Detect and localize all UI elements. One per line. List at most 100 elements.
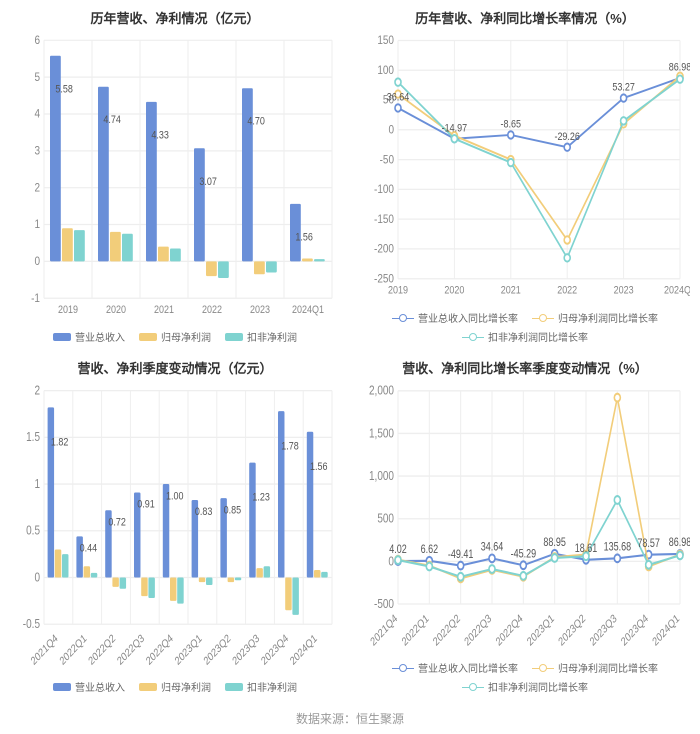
legend-swatch [225,683,243,691]
charts-grid: 历年营收、净利情况（亿元） -1012345620192020202120222… [0,0,700,700]
svg-text:-200: -200 [374,243,394,256]
legend-swatch [139,333,157,341]
svg-text:6.62: 6.62 [421,544,439,556]
svg-text:1.00: 1.00 [166,490,184,502]
svg-text:2023Q2: 2023Q2 [202,632,233,668]
svg-text:1.56: 1.56 [310,461,328,473]
legend-line-icon [532,663,554,673]
legend-item: 扣非净利润 [225,679,297,694]
svg-text:2023: 2023 [250,304,270,316]
svg-text:2022Q2: 2022Q2 [432,613,463,649]
svg-text:500: 500 [377,513,394,526]
legend-item: 归母净利润 [139,329,211,344]
svg-text:86.98: 86.98 [669,537,690,549]
svg-text:0.85: 0.85 [224,504,242,516]
svg-text:2022Q3: 2022Q3 [116,632,147,668]
svg-text:2022: 2022 [202,304,222,316]
svg-text:1,000: 1,000 [369,470,394,483]
legend-label: 扣非净利润同比增长率 [488,329,588,344]
svg-text:36.64: 36.64 [387,92,410,104]
svg-text:2021: 2021 [501,285,521,297]
svg-text:-0.5: -0.5 [23,618,40,631]
svg-text:-29.26: -29.26 [554,131,580,143]
svg-text:2019: 2019 [388,285,408,297]
svg-text:4.74: 4.74 [103,114,121,126]
legend-label: 营业总收入同比增长率 [418,660,518,675]
legend-item: 营业总收入 [53,679,125,694]
svg-text:0.72: 0.72 [108,517,126,529]
svg-text:2023: 2023 [614,285,634,297]
panel-tr-legend: 营业总收入同比增长率 归母净利润同比增长率扣非净利润同比增长率 [360,306,690,346]
svg-text:0: 0 [388,555,394,568]
legend-line-icon [532,313,554,323]
svg-text:3: 3 [34,145,40,158]
svg-text:135.68: 135.68 [604,542,632,554]
legend-swatch [139,683,157,691]
svg-text:-49.41: -49.41 [448,549,474,561]
legend-item: 营业总收入同比增长率 [392,310,518,325]
legend-item: 扣非净利润同比增长率 [462,329,588,344]
svg-text:0: 0 [34,571,40,584]
svg-text:0.5: 0.5 [26,525,40,538]
legend-item: 扣非净利润 [225,329,297,344]
svg-text:2024Q1: 2024Q1 [292,304,324,316]
svg-text:4.02: 4.02 [389,544,407,556]
svg-text:-250: -250 [374,273,394,286]
legend-item: 归母净利润 [139,679,211,694]
svg-text:-50: -50 [380,153,394,166]
svg-text:18.61: 18.61 [575,543,598,555]
svg-text:-150: -150 [374,213,394,226]
svg-text:78.57: 78.57 [637,538,660,550]
svg-text:2023Q3: 2023Q3 [588,613,619,649]
legend-line-icon [392,313,414,323]
svg-text:1.5: 1.5 [26,431,40,444]
svg-text:0: 0 [388,124,394,137]
svg-text:2022Q1: 2022Q1 [400,613,431,649]
svg-text:3.07: 3.07 [199,176,217,188]
svg-text:2022Q2: 2022Q2 [87,632,118,668]
svg-text:34.64: 34.64 [481,542,504,554]
svg-text:2: 2 [34,182,40,195]
svg-text:2024Q1: 2024Q1 [651,613,682,649]
legend-item: 归母净利润同比增长率 [532,310,658,325]
panel-bl-chart: -0.500.511.522021Q42022Q12022Q22022Q3202… [10,383,340,675]
svg-text:4.33: 4.33 [151,130,169,142]
svg-text:2022Q4: 2022Q4 [494,613,525,649]
legend-label: 归母净利润同比增长率 [558,660,658,675]
legend-item: 扣非净利润同比增长率 [462,679,588,694]
svg-text:6: 6 [34,34,40,47]
svg-text:2: 2 [34,384,40,397]
panel-br-legend: 营业总收入同比增长率 归母净利润同比增长率扣非净利润同比增长率 [360,656,690,696]
svg-text:4.70: 4.70 [247,116,265,128]
legend-label: 扣非净利润同比增长率 [488,679,588,694]
svg-text:-14.97: -14.97 [442,122,468,134]
svg-text:2020: 2020 [106,304,126,316]
svg-text:2020: 2020 [444,285,464,297]
svg-text:2021: 2021 [154,304,174,316]
svg-text:2023Q1: 2023Q1 [526,613,557,649]
svg-text:5.58: 5.58 [55,84,73,96]
legend-item: 归母净利润同比增长率 [532,660,658,675]
svg-text:0.44: 0.44 [80,543,98,555]
legend-swatch [53,683,71,691]
panel-tl-chart: -10123456201920202021202220232024Q15.584… [10,33,340,325]
svg-text:1.78: 1.78 [281,440,299,452]
svg-text:2021Q4: 2021Q4 [369,613,400,649]
svg-text:5: 5 [34,71,40,84]
svg-text:2023Q3: 2023Q3 [231,632,262,668]
legend-line-icon [392,663,414,673]
legend-label: 归母净利润 [161,679,211,694]
data-source-footer: 数据来源：恒生聚源 [0,700,700,727]
panel-br: 营收、净利同比增长率季度变动情况（%） -50005001,0001,5002,… [350,350,700,700]
svg-text:2023Q4: 2023Q4 [620,613,651,649]
svg-text:86.98: 86.98 [669,62,690,74]
svg-text:0: 0 [34,255,40,268]
legend-label: 归母净利润同比增长率 [558,310,658,325]
panel-tr-chart: -250-200-150-100-50050100150201920202021… [360,33,690,306]
svg-text:-45.29: -45.29 [511,548,537,560]
panel-br-chart: -50005001,0001,5002,0002021Q42022Q12022Q… [360,383,690,656]
svg-text:2023Q2: 2023Q2 [557,613,588,649]
legend-label: 归母净利润 [161,329,211,344]
svg-text:1: 1 [34,218,40,231]
legend-label: 营业总收入 [75,329,125,344]
